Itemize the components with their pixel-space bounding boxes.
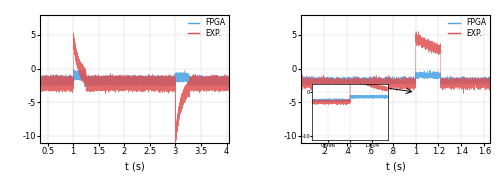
Legend: FPGA, EXP.: FPGA, EXP.	[448, 18, 486, 38]
Legend: FPGA, EXP.: FPGA, EXP.	[188, 18, 226, 38]
X-axis label: t (s): t (s)	[386, 161, 406, 171]
X-axis label: t (s): t (s)	[124, 161, 144, 171]
